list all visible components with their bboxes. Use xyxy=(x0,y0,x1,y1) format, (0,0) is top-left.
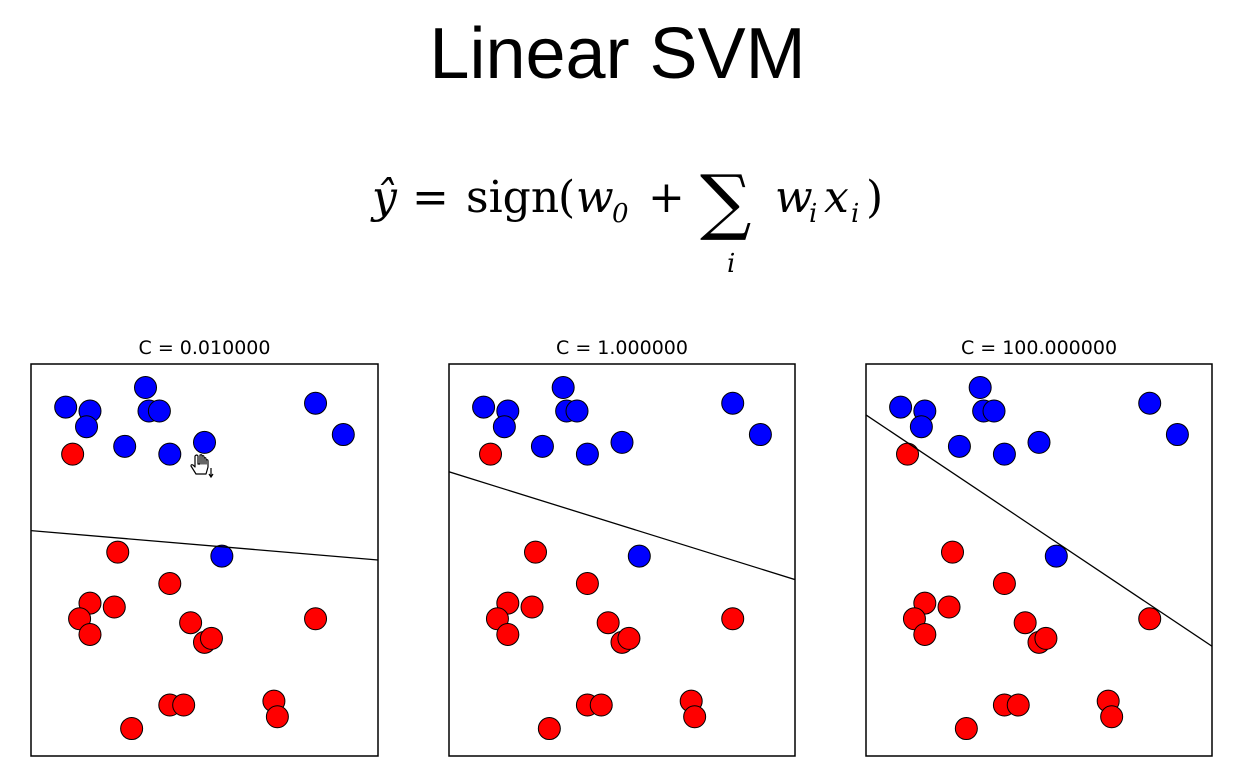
scatter-point xyxy=(537,717,561,741)
scatter-point xyxy=(61,442,85,466)
scatter-point xyxy=(54,395,78,419)
scatter-point xyxy=(1027,430,1051,454)
scatter-point xyxy=(520,595,544,619)
formula-sum: ∑ xyxy=(700,160,751,243)
scatter-point xyxy=(947,434,971,458)
scatter-point xyxy=(1138,391,1162,415)
formula-close-paren: ) xyxy=(866,172,883,223)
scatter-point xyxy=(896,442,920,466)
scatter-point xyxy=(1006,693,1030,717)
scatter-point xyxy=(193,430,216,454)
scatter-point xyxy=(627,544,651,568)
scatter-point xyxy=(721,607,745,631)
scatter-point xyxy=(172,693,196,717)
scatter-point xyxy=(889,395,913,419)
chart-panel-2: C = 1.000000 xyxy=(448,337,796,757)
formula-w0-sub: 0 xyxy=(612,199,629,229)
scatter-point xyxy=(909,415,933,439)
scatter-point xyxy=(331,423,355,447)
scatter-point xyxy=(496,622,520,646)
scatter-point xyxy=(913,622,937,646)
page-title: Linear SVM xyxy=(429,14,806,94)
formula-plus: + xyxy=(648,172,685,223)
formula-sum-index: i xyxy=(727,249,735,279)
scatter-point xyxy=(147,399,171,423)
scatter-point xyxy=(158,442,182,466)
chart-title: C = 0.010000 xyxy=(139,337,271,359)
scatter-point xyxy=(954,717,978,741)
scatter-point xyxy=(565,399,589,423)
formula-lhs: ŷ xyxy=(370,172,398,223)
scatter-point xyxy=(941,540,964,564)
scatter-point xyxy=(102,595,126,619)
scatter-point xyxy=(472,395,496,419)
scatter-point xyxy=(721,391,745,415)
scatter-point xyxy=(78,622,102,646)
formula-open-paren: ( xyxy=(558,172,575,223)
scatter-point xyxy=(1100,705,1124,729)
scatter-point xyxy=(1013,611,1037,635)
chart-title: C = 100.000000 xyxy=(961,337,1117,359)
formula-w0: w xyxy=(576,172,614,223)
scatter-point xyxy=(304,607,328,631)
scatter-point xyxy=(530,434,554,458)
scatter-point xyxy=(120,717,144,741)
scatter-point xyxy=(575,572,599,596)
scatter-point xyxy=(1034,626,1058,650)
scatter-point xyxy=(524,540,547,564)
scatter-point xyxy=(617,626,641,650)
scatter-point xyxy=(210,544,234,568)
scatter-point xyxy=(1165,423,1189,447)
scatter-point xyxy=(199,626,223,650)
formula-xi: x xyxy=(824,172,849,223)
scatter-point xyxy=(992,572,1016,596)
scatter-point xyxy=(982,399,1006,423)
scatter-point xyxy=(1044,544,1068,568)
scatter-point xyxy=(992,442,1016,466)
scatter-point xyxy=(158,572,182,596)
scatter-point xyxy=(479,442,503,466)
scatter-point xyxy=(596,611,620,635)
chart-title: C = 1.000000 xyxy=(556,337,688,359)
scatter-point xyxy=(75,415,99,439)
decision-boundary xyxy=(866,414,1212,647)
scatter-point xyxy=(265,705,289,729)
scatter-point xyxy=(179,611,203,635)
formula-equals: = xyxy=(412,172,449,223)
formula-wi-sub: i xyxy=(809,199,817,229)
scatter-point xyxy=(748,423,772,447)
scatter-point xyxy=(113,434,137,458)
scatter-point xyxy=(610,430,634,454)
decision-boundary xyxy=(31,529,378,561)
scatter-point xyxy=(134,376,158,400)
scatter-point xyxy=(968,376,992,400)
scatter-point xyxy=(683,705,707,729)
hand-cursor-icon xyxy=(190,454,214,479)
formula-func: sign xyxy=(466,172,559,223)
decision-boundary xyxy=(449,471,795,581)
scatter-point xyxy=(1138,607,1162,631)
scatter-point xyxy=(551,376,575,400)
formula-xi-sub: i xyxy=(851,199,859,229)
formula: ŷ = sign ( w 0 + ∑ i w i x i ) xyxy=(370,160,883,279)
scatter-point xyxy=(492,415,516,439)
formula-wi: w xyxy=(775,172,813,223)
scatter-point xyxy=(589,693,613,717)
scatter-point xyxy=(106,540,130,564)
chart-panel-1: C = 0.010000 xyxy=(30,337,379,757)
scatter-point xyxy=(304,391,328,415)
scatter-point xyxy=(937,595,961,619)
scatter-point xyxy=(575,442,599,466)
chart-panel-3: C = 100.000000 xyxy=(865,337,1213,757)
